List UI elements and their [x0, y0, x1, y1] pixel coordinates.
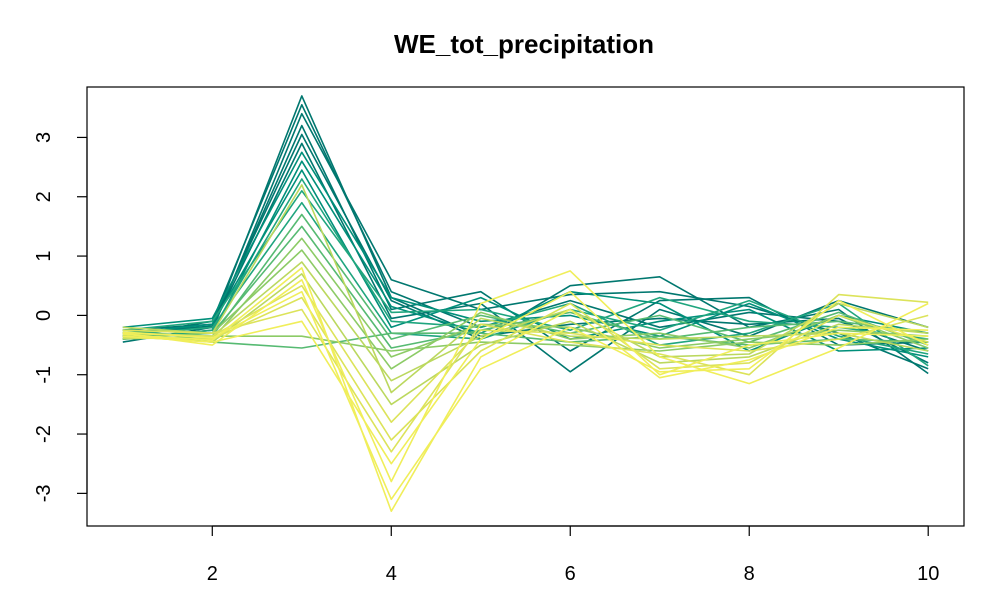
x-tick-label: 10 [917, 563, 939, 585]
series-line-26 [122, 270, 929, 483]
series-line-2 [122, 104, 929, 352]
series-line-15 [122, 332, 929, 349]
x-tick-label: 2 [207, 563, 218, 585]
y-axis: -3 -2 -1 0 1 2 3 [33, 132, 87, 502]
y-tick-label: -3 [33, 484, 55, 502]
y-tick-label: 1 [33, 251, 55, 262]
series-line-11 [122, 190, 929, 340]
series-line-25 [122, 290, 929, 465]
series-line-4 [122, 124, 929, 352]
y-tick-label: 2 [33, 191, 55, 202]
y-tick-label: -1 [33, 366, 55, 384]
series-line-19 [122, 261, 929, 382]
series-layer [122, 95, 929, 513]
series-line-14 [122, 225, 929, 349]
series-line-3 [122, 112, 929, 370]
y-tick-label: 3 [33, 132, 55, 143]
series-line-27 [122, 290, 929, 501]
chart-title: WE_tot_precipitation [394, 29, 654, 59]
series-line-20 [122, 184, 929, 394]
series-line-9 [122, 169, 929, 352]
y-tick-label: -2 [33, 425, 55, 443]
series-line-22 [122, 284, 929, 424]
x-axis: 2 4 6 8 10 [207, 526, 939, 585]
y-tick-label: 0 [33, 310, 55, 321]
x-tick-label: 8 [744, 563, 755, 585]
series-line-28 [122, 267, 929, 513]
series-line-13 [122, 213, 929, 346]
series-line-17 [122, 249, 929, 370]
x-tick-label: 4 [386, 563, 397, 585]
x-tick-label: 6 [565, 563, 576, 585]
